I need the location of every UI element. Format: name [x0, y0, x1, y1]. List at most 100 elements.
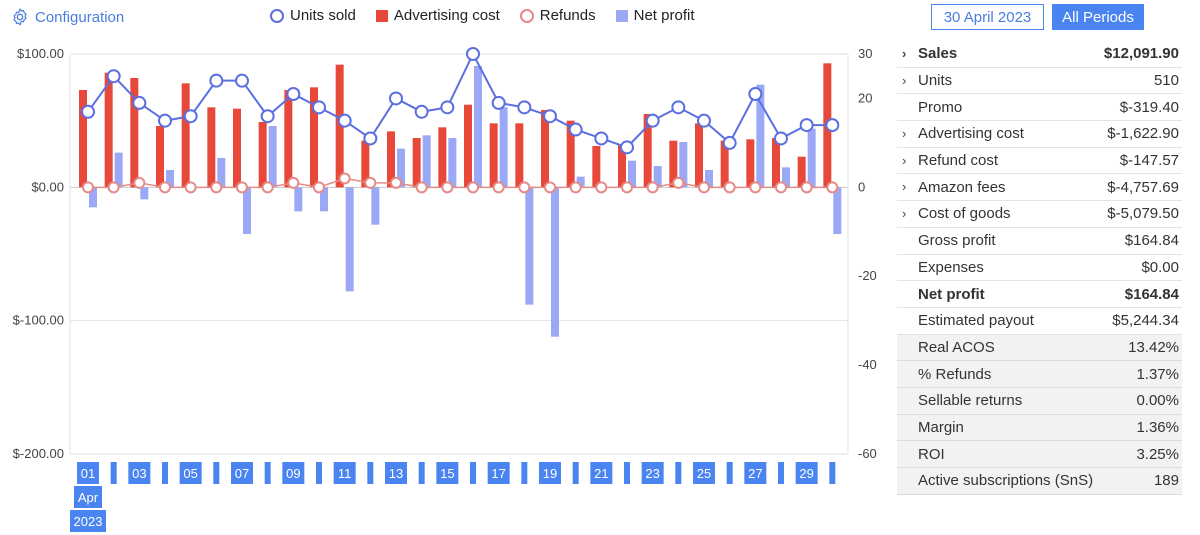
- refunds-point[interactable]: [621, 181, 633, 194]
- legend-item-net-profit[interactable]: Net profit: [615, 7, 694, 24]
- refunds-point[interactable]: [82, 181, 94, 194]
- refunds-point[interactable]: [159, 181, 171, 194]
- refunds-point[interactable]: [261, 181, 274, 194]
- units-sold-point[interactable]: [825, 118, 840, 133]
- refunds-point[interactable]: [338, 172, 351, 185]
- advertising-cost-bar[interactable]: [669, 140, 678, 188]
- net-profit-bar[interactable]: [807, 128, 816, 188]
- summary-row[interactable]: › Cost of goods $-5,079.50: [897, 201, 1182, 228]
- refunds-point[interactable]: [467, 181, 479, 194]
- units-sold-point[interactable]: [671, 100, 686, 115]
- units-sold-point[interactable]: [337, 113, 352, 128]
- advertising-cost-bar[interactable]: [207, 107, 216, 188]
- legend-item-refunds[interactable]: Refunds: [519, 7, 596, 24]
- advertising-cost-bar[interactable]: [643, 114, 652, 188]
- refunds-point[interactable]: [595, 181, 608, 194]
- advertising-cost-bar[interactable]: [772, 138, 780, 188]
- net-profit-bar[interactable]: [679, 142, 688, 188]
- advertising-cost-bar[interactable]: [258, 122, 267, 188]
- refunds-point[interactable]: [415, 181, 428, 194]
- refunds-point[interactable]: [236, 181, 248, 194]
- net-profit-bar[interactable]: [397, 148, 405, 188]
- advertising-cost-bar[interactable]: [618, 144, 626, 188]
- units-sold-point[interactable]: [491, 95, 506, 110]
- units-sold-point[interactable]: [774, 131, 788, 146]
- units-sold-point[interactable]: [568, 122, 583, 137]
- legend-item-units-sold[interactable]: Units sold: [270, 7, 356, 24]
- net-profit-bar[interactable]: [474, 66, 482, 188]
- advertising-cost-bar[interactable]: [412, 138, 421, 188]
- units-sold-point[interactable]: [183, 109, 198, 124]
- net-profit-bar[interactable]: [448, 138, 457, 188]
- refunds-point[interactable]: [518, 181, 531, 194]
- units-sold-point[interactable]: [517, 100, 532, 115]
- units-sold-point[interactable]: [799, 118, 814, 133]
- net-profit-bar[interactable]: [166, 170, 174, 188]
- net-profit-bar[interactable]: [551, 187, 559, 337]
- refunds-point[interactable]: [646, 181, 659, 194]
- net-profit-bar[interactable]: [268, 126, 277, 188]
- refunds-point[interactable]: [826, 181, 839, 194]
- refunds-point[interactable]: [492, 181, 505, 194]
- refunds-point[interactable]: [544, 181, 556, 194]
- units-sold-point[interactable]: [414, 104, 429, 119]
- refunds-point[interactable]: [441, 181, 454, 194]
- net-profit-bar[interactable]: [705, 170, 713, 188]
- net-profit-bar[interactable]: [345, 187, 354, 292]
- advertising-cost-bar[interactable]: [233, 108, 241, 188]
- all-periods-button[interactable]: All Periods: [1052, 4, 1144, 30]
- units-sold-point[interactable]: [260, 109, 275, 124]
- advertising-cost-bar[interactable]: [79, 90, 87, 188]
- advertising-cost-bar[interactable]: [284, 90, 293, 188]
- net-profit-bar[interactable]: [294, 187, 303, 212]
- advertising-cost-bar[interactable]: [310, 87, 318, 188]
- units-sold-point[interactable]: [389, 91, 403, 106]
- summary-row[interactable]: › Refund cost $-147.57: [897, 148, 1182, 175]
- net-profit-bar[interactable]: [833, 187, 842, 234]
- refunds-point[interactable]: [569, 181, 582, 194]
- advertising-cost-bar[interactable]: [104, 72, 113, 188]
- advertising-cost-bar[interactable]: [438, 127, 447, 188]
- net-profit-bar[interactable]: [628, 160, 636, 188]
- net-profit-bar[interactable]: [243, 187, 251, 234]
- units-sold-point[interactable]: [81, 104, 95, 119]
- net-profit-bar[interactable]: [89, 187, 97, 208]
- net-profit-bar[interactable]: [653, 166, 662, 188]
- units-sold-point[interactable]: [620, 140, 634, 155]
- net-profit-bar[interactable]: [217, 158, 226, 188]
- advertising-cost-bar[interactable]: [746, 139, 755, 188]
- refunds-point[interactable]: [364, 176, 377, 189]
- units-sold-point[interactable]: [106, 69, 121, 84]
- units-sold-point[interactable]: [594, 131, 609, 146]
- refunds-point[interactable]: [800, 181, 813, 194]
- units-sold-point[interactable]: [722, 135, 737, 150]
- summary-row[interactable]: › Sales $12,091.90: [897, 41, 1182, 68]
- net-profit-bar[interactable]: [782, 167, 790, 188]
- advertising-cost-bar[interactable]: [695, 123, 703, 188]
- refunds-point[interactable]: [107, 181, 120, 194]
- net-profit-bar[interactable]: [525, 187, 534, 305]
- advertising-cost-bar[interactable]: [464, 104, 472, 188]
- summary-row[interactable]: › Amazon fees $-4,757.69: [897, 174, 1182, 202]
- net-profit-bar[interactable]: [320, 187, 328, 212]
- date-picker-button[interactable]: 30 April 2023: [931, 4, 1044, 30]
- units-sold-point[interactable]: [697, 113, 711, 128]
- net-profit-bar[interactable]: [576, 176, 585, 188]
- refunds-point[interactable]: [313, 181, 325, 194]
- units-sold-point[interactable]: [209, 73, 224, 88]
- units-sold-point[interactable]: [543, 109, 557, 124]
- units-sold-point[interactable]: [466, 47, 480, 61]
- refunds-point[interactable]: [184, 181, 197, 194]
- advertising-cost-bar[interactable]: [797, 156, 806, 188]
- advertising-cost-bar[interactable]: [130, 78, 139, 188]
- refunds-point[interactable]: [287, 176, 300, 189]
- refunds-point[interactable]: [723, 181, 736, 194]
- refunds-point[interactable]: [775, 181, 787, 194]
- refunds-point[interactable]: [133, 176, 146, 189]
- summary-row[interactable]: › Units 510: [897, 68, 1182, 95]
- advertising-cost-bar[interactable]: [387, 131, 395, 188]
- advertising-cost-bar[interactable]: [181, 83, 190, 188]
- net-profit-bar[interactable]: [756, 84, 765, 188]
- advertising-cost-bar[interactable]: [361, 140, 370, 188]
- advertising-cost-bar[interactable]: [515, 123, 524, 188]
